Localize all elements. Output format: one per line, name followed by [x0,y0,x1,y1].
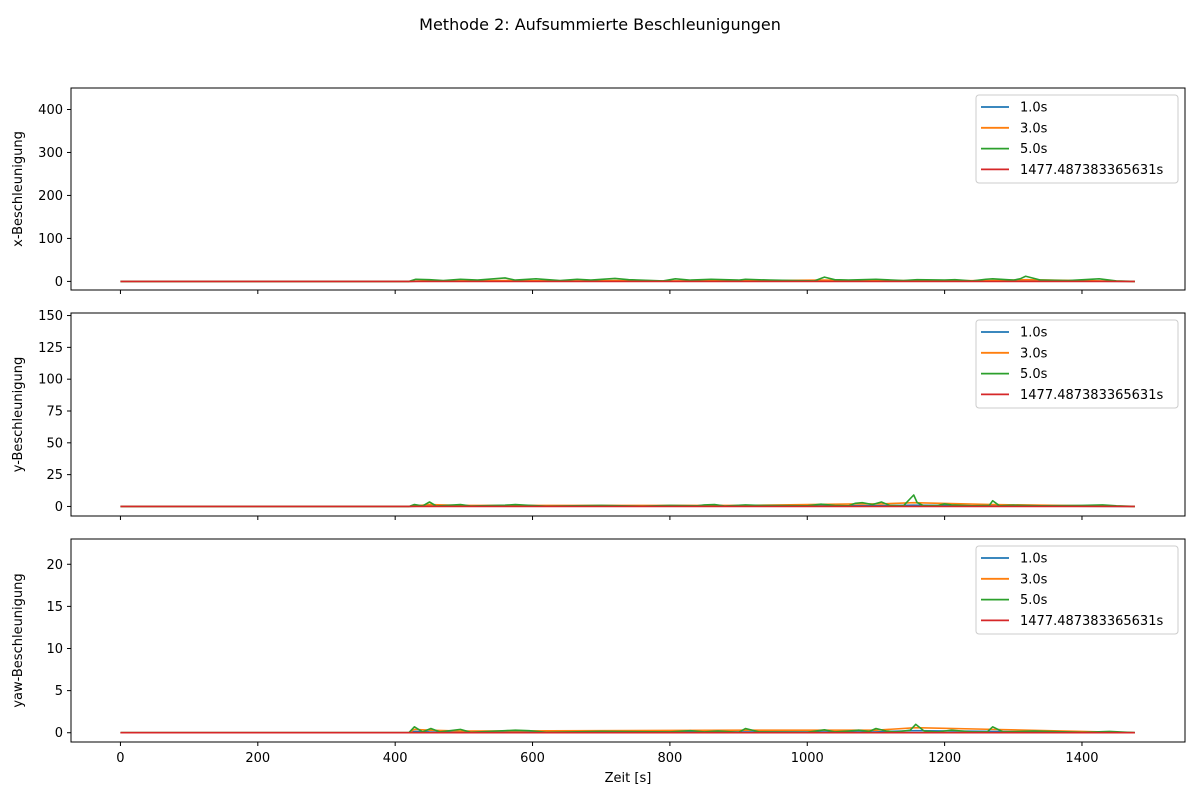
legend-label: 1477.487383365631s [1020,163,1163,178]
y-axis-label: x-Beschleunigung [11,131,26,247]
x-tick-label: 1400 [1065,751,1098,766]
y-tick-label: 5 [55,684,63,699]
series-line-3 [120,494,1135,508]
x-tick-label: 1000 [791,751,824,766]
y-tick-label: 125 [38,341,63,356]
y-tick-label: 0 [55,275,63,290]
legend-label: 1477.487383365631s [1020,388,1163,403]
legend-box [975,545,1179,635]
y-tick-label: 50 [46,436,63,451]
x-tick-label: 400 [383,751,408,766]
series-line-3 [120,275,1135,283]
x-axis-label: Zeit [s] [605,771,652,786]
y-tick-label: 25 [46,468,63,483]
y-tick-label: 10 [46,642,63,657]
y-tick-label: 15 [46,600,63,615]
legend-label: 1.0s [1020,552,1048,567]
legend-label: 5.0s [1020,142,1048,157]
legend-label: 3.0s [1020,346,1048,361]
series-line-2 [120,726,1135,734]
y-tick-label: 100 [38,373,63,388]
axes-frame [70,538,1186,743]
y-tick-label: 400 [38,103,63,118]
x-tick-label: 600 [520,751,545,766]
x-tick-label: 1200 [928,751,961,766]
axes-frame [70,87,1186,291]
y-tick-label: 100 [38,232,63,247]
legend-label: 1477.487383365631s [1020,614,1163,629]
x-tick-label: 200 [245,751,270,766]
legend: 1.0s 3.0s 5.0s 1477.487383365631s [975,545,1179,635]
subplots: 0100200300400x-Beschleunigung1.0s3.0s5.0… [11,87,1186,766]
plot-area [120,494,1135,508]
figure-title: Methode 2: Aufsummierte Beschleunigungen [419,15,781,34]
y-tick-label: 300 [38,146,63,161]
legend: 1.0s 3.0s 5.0s 1477.487383365631s [975,319,1179,409]
legend-label: 3.0s [1020,121,1048,136]
legend-label: 1.0s [1020,326,1048,341]
y-axis-label: yaw-Beschleunigung [11,573,26,707]
x-tick-label: 0 [116,751,124,766]
x-tick-label: 800 [657,751,682,766]
y-tick-label: 0 [55,500,63,515]
legend-label: 5.0s [1020,367,1048,382]
subplot-1: 0 100 200 300 400 x-Beschleunigung 1.0s 3.0s 5.0… [11,87,1186,294]
y-tick-label: 20 [46,558,63,573]
plot-area [120,723,1135,734]
y-tick-label: 150 [38,309,63,324]
plot-area [120,275,1135,283]
y-tick-label: 75 [46,405,63,420]
legend-box [975,94,1179,184]
y-axis-label: y-Beschleunigung [11,357,26,472]
y-tick-label: 0 [55,726,63,741]
subplot-2: 0 25 50 75 100 125 150 y-Beschleunigung 1.0s 3.0s… [11,309,1186,520]
axes-frame [70,312,1186,517]
legend-box [975,319,1179,409]
y-tick-label: 200 [38,189,63,204]
legend: 1.0s 3.0s 5.0s 1477.487383365631s [975,94,1179,184]
legend-label: 1.0s [1020,101,1048,116]
legend-label: 5.0s [1020,593,1048,608]
legend-label: 3.0s [1020,572,1048,587]
